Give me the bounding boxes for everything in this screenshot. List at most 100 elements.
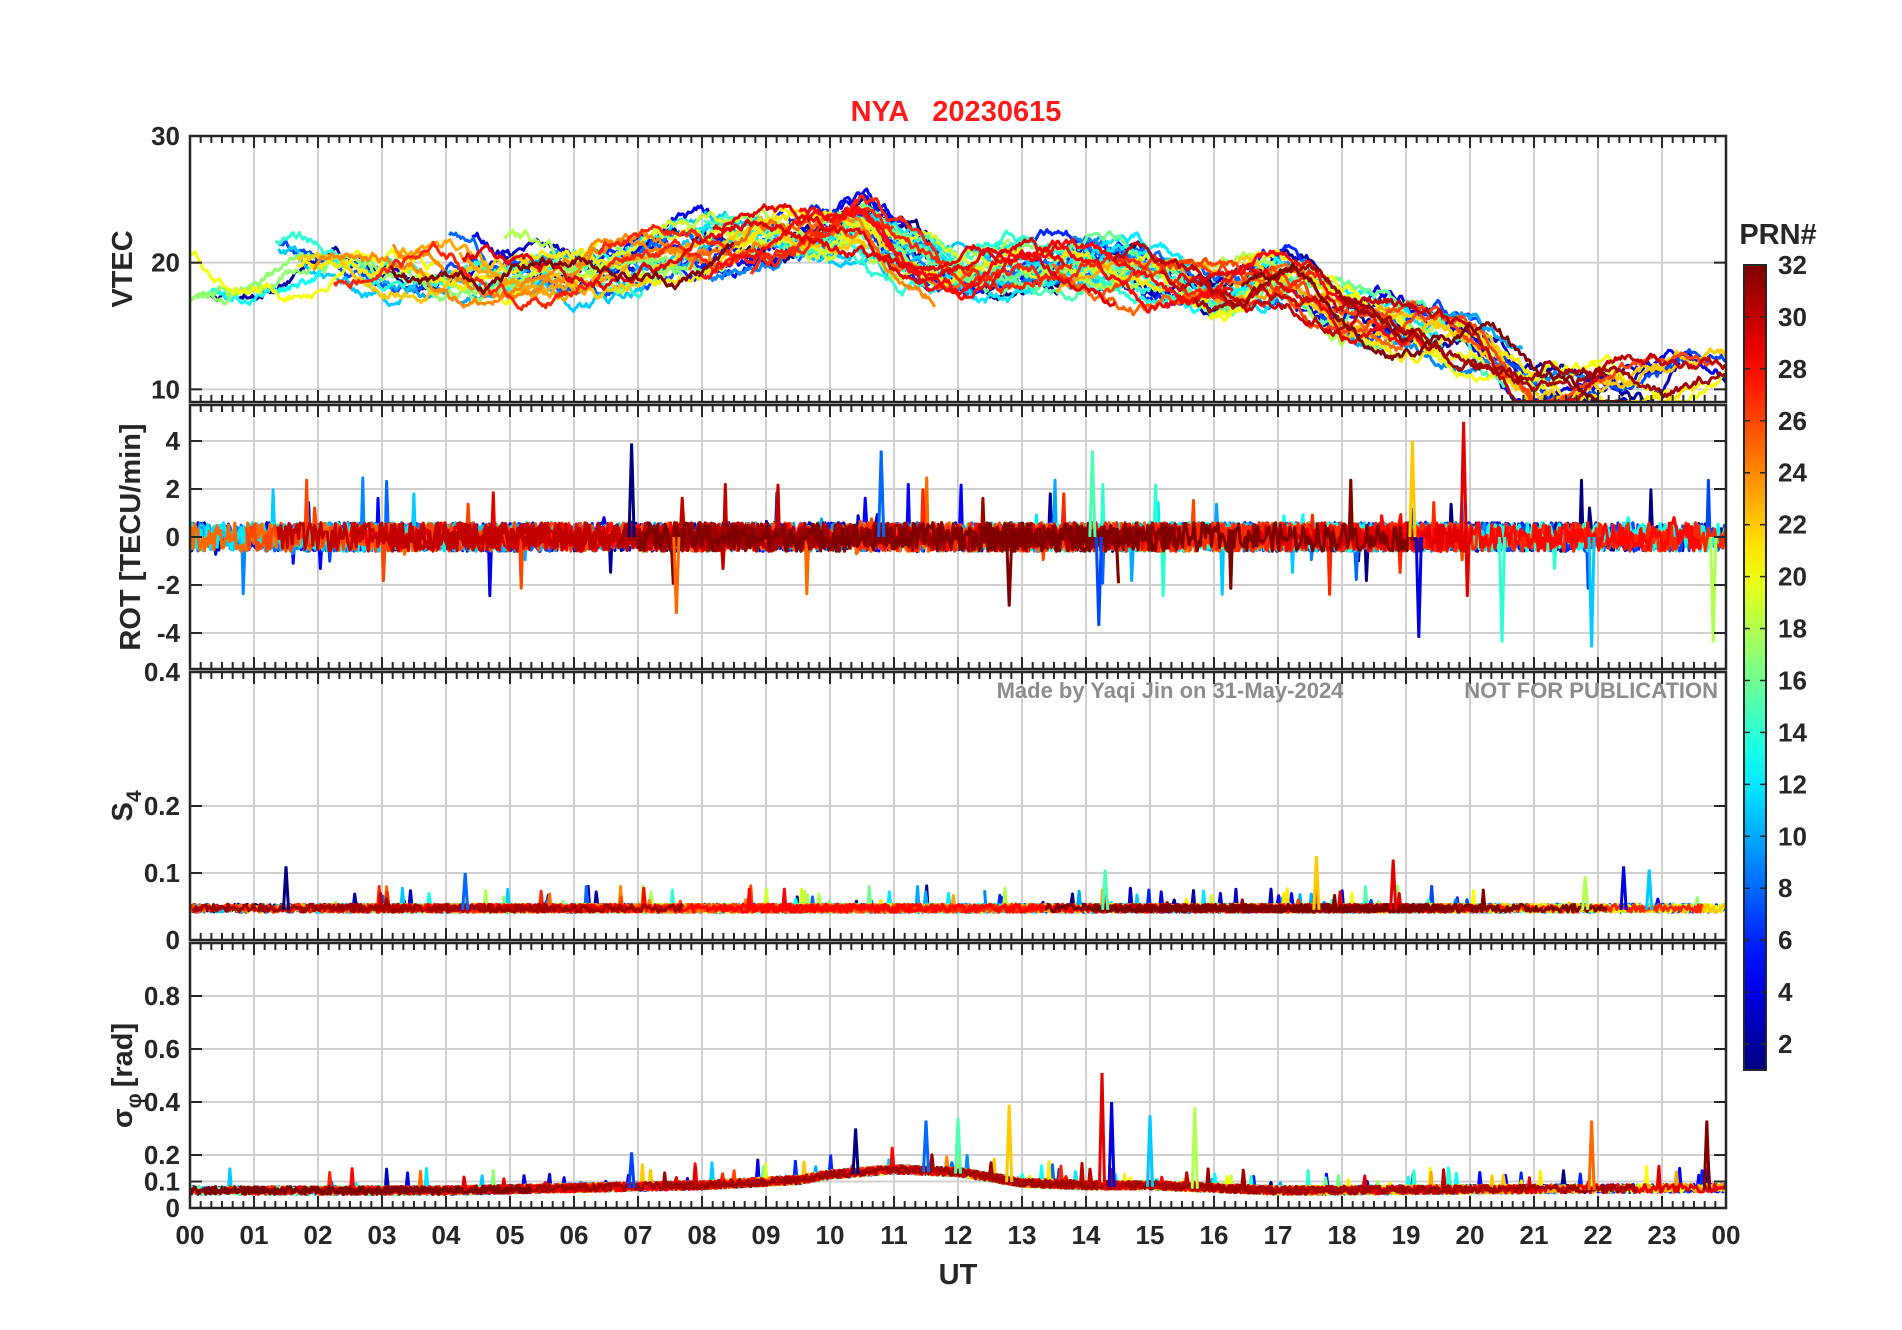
colorbar-bar	[1743, 264, 1767, 1071]
x-tick-label: 00	[1712, 1220, 1741, 1250]
spike-mark	[1408, 440, 1417, 538]
series-line-prn-27	[332, 207, 895, 312]
x-tick-label: 00	[176, 1220, 205, 1250]
x-tick-label: 20	[1456, 1220, 1485, 1250]
colorbar-tick-label: 8	[1778, 873, 1792, 903]
series-line-prn-29	[1176, 263, 1422, 345]
x-tick-label: 03	[368, 1220, 397, 1250]
y-tick-label: 0.4	[144, 657, 181, 687]
y-tick-label: 20	[151, 248, 180, 278]
spike-mark	[1101, 869, 1110, 910]
colorbar-tick-label: 28	[1778, 354, 1807, 384]
spike-mark	[1709, 536, 1718, 643]
y-tick-label: 10	[151, 374, 180, 404]
y-axis-label-text: VTEC	[107, 230, 139, 307]
spike-mark	[1088, 450, 1097, 538]
x-tick-label: 02	[304, 1220, 333, 1250]
x-tick-label: 16	[1200, 1220, 1229, 1250]
spike-mark	[281, 866, 291, 910]
y-tick-label: 0.4	[144, 1087, 181, 1117]
series-line-prn-31	[1193, 263, 1607, 392]
panel-s4: 0 0.1 0.2 0.4 S4	[107, 657, 1728, 955]
spike-mark	[1587, 536, 1596, 648]
x-tick-label: 14	[1072, 1220, 1101, 1250]
panel-rot: -4 -2 0 2 4 ROT [TECU/min]	[115, 403, 1728, 671]
spike-mark	[672, 536, 681, 614]
colorbar-tick-label: 14	[1778, 717, 1807, 747]
colorbar-tick-label: 22	[1778, 510, 1807, 540]
y-tick-label: 0	[166, 522, 180, 552]
colorbar-tick-label: 12	[1778, 769, 1807, 799]
spike-mark	[627, 443, 636, 538]
x-tick-label: 08	[688, 1220, 717, 1250]
spike-mark	[953, 1117, 963, 1174]
x-tick-label: 09	[752, 1220, 781, 1250]
spike-mark	[1587, 1120, 1596, 1191]
spike-mark	[1312, 856, 1321, 910]
series-line-prn-26	[1101, 257, 1715, 402]
x-tick-label: 05	[496, 1220, 525, 1250]
spike-mark	[1459, 421, 1468, 538]
x-axis-label: UT	[939, 1259, 978, 1291]
y-axis-label-suffix: [rad]	[107, 1023, 139, 1087]
series-line-prn-28	[700, 204, 1234, 306]
y-tick-label: 0.2	[144, 791, 180, 821]
spike-mark	[1005, 536, 1014, 607]
series-line-prn-23	[395, 238, 629, 296]
watermark-notice: NOT FOR PUBLICATION	[1464, 678, 1718, 703]
y-tick-label: 0.1	[144, 858, 180, 888]
series-line-prn-31	[191, 897, 423, 914]
colorbar-tick-label: 30	[1778, 302, 1807, 332]
spike-mark	[1389, 859, 1398, 910]
series-line-prn-20	[190, 239, 601, 306]
x-tick-label: 17	[1264, 1220, 1293, 1250]
colorbar-tick-label: 18	[1778, 614, 1807, 644]
watermark-author: Made by Yaqi Jin on 31-May-2024	[997, 678, 1345, 703]
series-line-prn-32	[1045, 888, 1608, 914]
spike-mark	[627, 1152, 636, 1189]
spike-mark	[921, 1120, 931, 1173]
x-tick-label: 22	[1584, 1220, 1613, 1250]
spike-mark	[1581, 876, 1590, 910]
y-tick-label: 0	[166, 925, 180, 955]
x-tick-label: 13	[1008, 1220, 1037, 1250]
colorbar-label: PRN#	[1739, 219, 1816, 251]
y-axis-label-subscript: φ	[123, 1093, 146, 1108]
y-axis-label-sigma_phi: σφ [rad]	[107, 1023, 146, 1128]
spike-mark	[877, 450, 886, 538]
spike-mark	[1497, 536, 1507, 643]
x-tick-label: 15	[1136, 1220, 1165, 1250]
panel-sigma_phi: 00.10.2 0.4 0.6 0.8 σφ [rad]	[107, 941, 1728, 1223]
colorbar-tick-label: 6	[1778, 925, 1792, 955]
colorbar-tick-label: 16	[1778, 665, 1807, 695]
series-line-prn-32	[1240, 262, 1628, 402]
colorbar-tick-label: 10	[1778, 821, 1807, 851]
y-tick-label: 0.6	[144, 1034, 180, 1064]
spike-mark	[1107, 1101, 1116, 1187]
x-tick-label: 06	[560, 1220, 589, 1250]
spike-mark	[461, 872, 470, 910]
colorbar-tick-label: 20	[1778, 562, 1807, 592]
y-tick-label: 4	[166, 426, 181, 456]
y-axis-label-rot: ROT [TECU/min]	[115, 423, 147, 650]
x-tick-label: 12	[944, 1220, 973, 1250]
series-line-prn-30	[1159, 269, 1726, 402]
y-axis-label-text: ROT [TECU/min]	[115, 423, 147, 650]
y-tick-label: 2	[166, 474, 180, 504]
series-group-sigma_phi	[190, 1072, 1726, 1196]
y-tick-label: 30	[151, 121, 180, 151]
x-tick-label: 10	[816, 1220, 845, 1250]
series-group-vtec	[190, 187, 1726, 402]
x-tick-label: 11	[880, 1220, 908, 1250]
spike-mark	[1005, 1104, 1014, 1183]
y-tick-label: 0.2	[144, 1140, 180, 1170]
series-line-prn-32	[190, 1183, 533, 1196]
y-tick-label: -4	[157, 618, 181, 648]
y-tick-label: 0.1	[144, 1167, 180, 1197]
y-tick-label: -2	[157, 570, 180, 600]
spike-mark	[851, 1128, 860, 1175]
colorbar-tick-label: 32	[1778, 250, 1807, 280]
y-tick-label: 0.8	[144, 981, 180, 1011]
x-tick-label: 21	[1520, 1220, 1549, 1250]
